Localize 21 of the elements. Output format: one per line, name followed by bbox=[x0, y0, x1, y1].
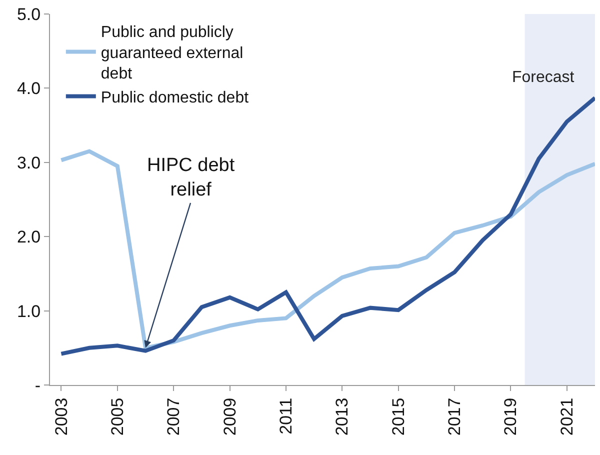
legend-label: Public domestic debt bbox=[100, 90, 250, 107]
x-tick-label: 2005 bbox=[108, 398, 127, 436]
y-tick-label: 5.0 bbox=[16, 4, 41, 24]
x-tick-label: 2013 bbox=[332, 398, 352, 436]
y-tick-label: 2.0 bbox=[16, 228, 41, 247]
y-tick-label: 1.0 bbox=[16, 302, 41, 321]
x-tick-label: 2021 bbox=[557, 398, 576, 436]
annotation: HIPC debt relief bbox=[147, 155, 236, 201]
x-tick-label: 2009 bbox=[220, 398, 240, 436]
x-tick-label: 2011 bbox=[276, 398, 296, 434]
x-tick-label: 2019 bbox=[501, 398, 520, 436]
y-tick-label: 4.0 bbox=[16, 79, 41, 98]
x-tick-label: 2015 bbox=[388, 398, 408, 436]
y-tick-label: 3.0 bbox=[16, 153, 41, 172]
x-tick-label: 2017 bbox=[445, 398, 464, 436]
legend-label: Public and publicly guaranteed external debt bbox=[100, 24, 244, 83]
x-tick-label: 2007 bbox=[164, 398, 184, 436]
x-tick-label: 2003 bbox=[52, 398, 71, 436]
y-tick-label: - bbox=[34, 376, 41, 395]
band-label: Forecast bbox=[512, 69, 575, 86]
line-series bbox=[59, 149, 595, 350]
